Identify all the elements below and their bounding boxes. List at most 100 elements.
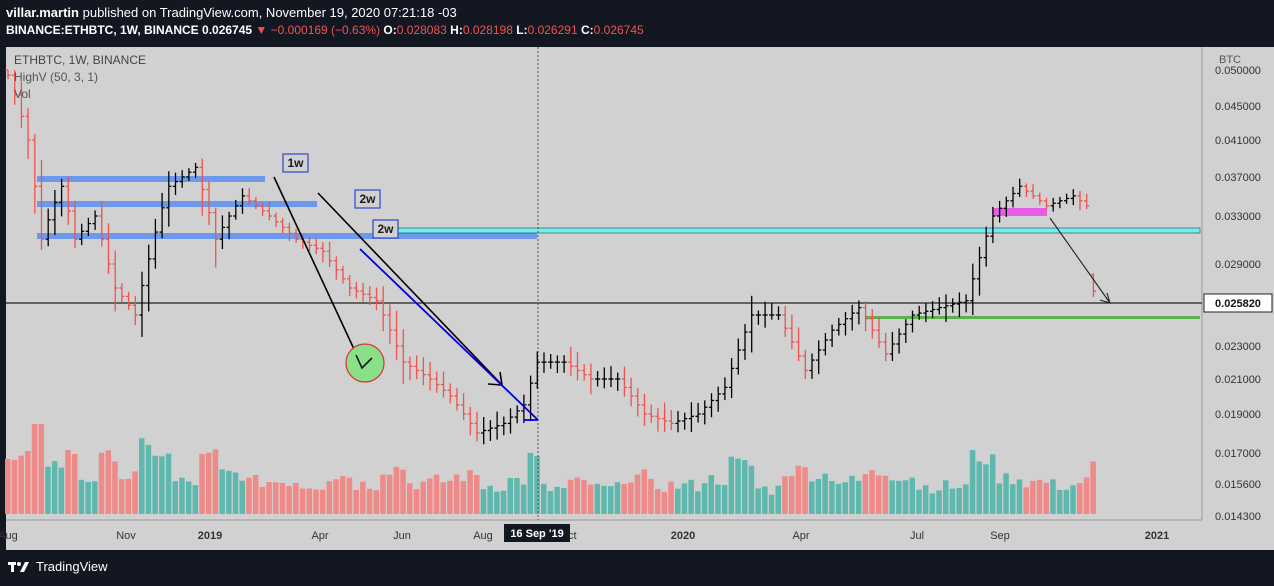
ohlc-bar xyxy=(856,300,862,325)
volume-bar xyxy=(936,490,942,514)
ohlc-bar xyxy=(514,405,520,424)
high-label: H: xyxy=(450,23,463,37)
ohlc-bar xyxy=(105,223,112,274)
magenta-zone[interactable] xyxy=(993,208,1047,216)
volume-bar xyxy=(333,479,339,514)
volume-bar xyxy=(219,469,225,514)
last-price: 0.026745 xyxy=(202,23,253,37)
volume-bar xyxy=(835,483,842,514)
volume-bar xyxy=(963,484,969,514)
volume-bar xyxy=(373,490,379,514)
forecast-line[interactable] xyxy=(1049,217,1111,304)
ohlc-bar xyxy=(621,366,627,397)
tradingview-logo[interactable]: TradingView xyxy=(8,559,108,574)
time-tick: Apr xyxy=(311,530,328,542)
ohlc-bar xyxy=(447,383,453,404)
ohlc-bar xyxy=(246,188,252,206)
resistance-zone-3[interactable] xyxy=(37,233,537,239)
ohlc-bar xyxy=(889,331,895,361)
volume-bar xyxy=(795,465,802,514)
ohlc-bar xyxy=(1064,193,1070,204)
green-circle[interactable] xyxy=(345,343,385,383)
plot-area[interactable] xyxy=(6,47,1202,520)
support-line[interactable] xyxy=(865,316,1200,319)
ohlc-bar xyxy=(132,296,138,325)
black-arrow-2[interactable] xyxy=(317,192,503,386)
publisher-name[interactable]: villar.martin xyxy=(6,5,79,20)
volume-bar xyxy=(902,480,909,514)
volume-bar xyxy=(474,475,480,514)
ohlc-bar xyxy=(1010,186,1016,208)
volume-bar xyxy=(701,483,708,514)
volume-bar xyxy=(983,464,989,514)
ohlc-bar xyxy=(320,242,326,263)
volume-bar xyxy=(922,485,929,514)
ohlc-bar xyxy=(729,358,735,398)
volume-bar xyxy=(802,467,808,514)
annotation-box xyxy=(282,153,309,173)
price-tick: 0.029000 xyxy=(1215,259,1261,271)
volume-bar xyxy=(896,480,902,514)
ohlc-bar xyxy=(903,319,909,343)
volume-bar xyxy=(145,444,152,514)
cyan-zone[interactable] xyxy=(384,227,1201,234)
blue-arrow[interactable] xyxy=(359,248,539,421)
ohlc-bar xyxy=(521,394,527,423)
volume-bar xyxy=(206,452,212,514)
ohlc-bar xyxy=(92,210,98,230)
ohlc-bar xyxy=(266,202,272,221)
ohlc-bar xyxy=(507,408,514,434)
ohlc-bar xyxy=(166,171,172,227)
volume-bar xyxy=(326,481,333,514)
time-axis[interactable] xyxy=(6,520,1274,550)
ohlc-bar xyxy=(675,411,681,433)
ohlc-bar xyxy=(1023,183,1029,197)
volume-bar xyxy=(18,455,24,514)
volume-bar xyxy=(541,483,547,514)
legend-volume: Vol xyxy=(14,87,31,101)
ohlc-bar xyxy=(481,417,487,445)
ohlc-bar xyxy=(1003,196,1009,217)
ohlc-bar xyxy=(45,208,51,247)
annotation-3[interactable]: 2w xyxy=(372,219,399,239)
annotation-2[interactable]: 2w xyxy=(354,189,381,209)
publish-line: villar.martin published on TradingView.c… xyxy=(6,5,457,20)
ohlc-bar xyxy=(273,212,279,227)
low-label: L: xyxy=(516,23,528,37)
volume-bar xyxy=(125,478,132,514)
time-tick: Apr xyxy=(792,530,809,542)
volume-bar xyxy=(65,450,71,514)
volume-bar xyxy=(199,454,205,514)
ohlc-bar xyxy=(829,324,835,347)
ohlc-bar xyxy=(601,367,607,389)
black-arrow-1[interactable] xyxy=(273,176,361,363)
volume-bar xyxy=(916,489,922,514)
close-label: C: xyxy=(580,23,594,37)
volume-bar xyxy=(949,488,956,514)
price-axis[interactable] xyxy=(1202,47,1274,520)
volume-bar xyxy=(78,479,85,514)
volume-bar xyxy=(386,474,393,514)
volume-bar xyxy=(172,481,178,514)
ohlc-bar xyxy=(501,416,507,436)
resistance-zone-2[interactable] xyxy=(37,201,317,207)
currency-label: BTC xyxy=(1219,54,1241,66)
volume-bar xyxy=(118,479,125,514)
ohlc-bar xyxy=(635,388,641,417)
volume-bar xyxy=(681,483,688,514)
volume-bar xyxy=(527,452,534,514)
volume-bar xyxy=(742,460,748,514)
annotation-1[interactable]: 1w xyxy=(282,153,309,173)
resistance-zone-1[interactable] xyxy=(37,176,265,182)
ohlc-bar xyxy=(822,333,828,356)
legend-indicator: HighV (50, 3, 1) xyxy=(14,70,98,84)
ohlc-bar xyxy=(280,217,286,234)
ohlc-bar xyxy=(755,310,761,325)
ohlc-bars xyxy=(5,69,1096,445)
ohlc-bar xyxy=(454,387,460,411)
volume-bar xyxy=(561,487,567,514)
volume-bar xyxy=(822,473,828,514)
ohlc-bar xyxy=(119,283,125,303)
ohlc-bar xyxy=(293,229,299,243)
